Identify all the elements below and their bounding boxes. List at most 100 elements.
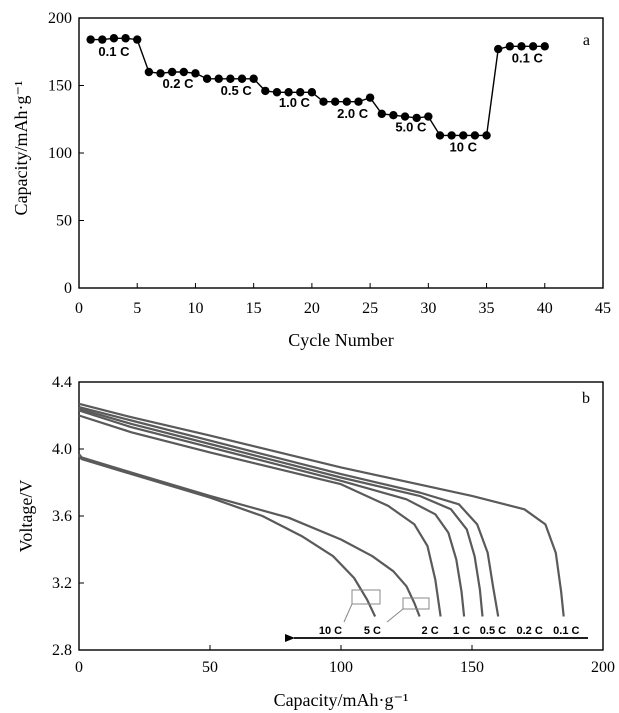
panel-a-rate-label: 2.0 C <box>337 106 369 121</box>
panel-b-y-ticks: 2.8 3.2 3.6 4.0 4.4 <box>52 374 84 659</box>
panel-a-x-tick-label: 30 <box>420 300 436 317</box>
panel-a-x-tick-label: 0 <box>75 300 83 317</box>
panel-a-data-point <box>249 74 258 83</box>
panel-b-curve <box>78 409 466 617</box>
panel-a-data-point <box>528 42 538 51</box>
panel-b-x-tick-label: 200 <box>591 659 615 676</box>
panel-a-data-point <box>354 97 363 106</box>
panel-b-y-tick-label: 3.2 <box>52 575 72 592</box>
panel-b-rate-label: 5 C <box>364 625 381 637</box>
panel-a-data-point <box>494 44 503 54</box>
panel-b-voltage-vs-capacity: 0 50 100 150 200 2.8 3.2 3.6 4.0 4.4 0.1 C 0.2 C 0… <box>16 374 615 710</box>
panel-b-rate-label: 10 C <box>319 625 342 637</box>
panel-a-y-ticks: 0 50 100 150 200 <box>48 10 84 297</box>
panel-b-curve <box>78 414 442 617</box>
panel-a-data-point <box>191 69 200 78</box>
panel-b-x-tick-label: 0 <box>75 659 83 676</box>
panel-a-rate-label: 10 C <box>450 140 478 155</box>
panel-b-curve <box>78 453 421 617</box>
panel-b-x-tick-label: 150 <box>460 659 484 676</box>
panel-a-data-point <box>540 42 549 51</box>
panel-b-curve <box>78 402 565 617</box>
panel-a-x-tick-label: 40 <box>537 300 553 317</box>
panel-a-data-point <box>156 69 165 78</box>
panel-b-y-tick-label: 4.4 <box>52 374 72 391</box>
panel-b-letter: b <box>582 390 590 407</box>
panel-b-y-axis-title: Voltage/V <box>16 480 36 553</box>
panel-a-x-tick-label: 35 <box>479 300 495 317</box>
panel-a-rate-label: 0.2 C <box>162 76 194 91</box>
panel-a-data-point <box>226 74 235 83</box>
panel-a-data-point <box>377 109 386 119</box>
panel-a-data-point <box>505 42 515 51</box>
panel-a-x-axis-title: Cycle Number <box>288 330 393 350</box>
panel-b-x-tick-label: 50 <box>202 659 218 676</box>
panel-a-data-point <box>319 97 328 106</box>
panel-b-rate-label: 0.1 C <box>553 625 579 637</box>
panel-b-x-tick-label: 100 <box>329 659 353 676</box>
panel-b-marker-leader-5c <box>386 608 404 623</box>
panel-b-marker-leader-10c <box>343 603 353 623</box>
panel-a-capacity-vs-cycle: 0 5 10 15 20 25 30 35 40 45 0 50 100 150 200 0.1 C 0.2… <box>11 10 611 350</box>
panel-b-y-tick-label: 4.0 <box>52 441 72 458</box>
panel-a-data-point <box>272 88 282 97</box>
panel-a-y-tick-label: 0 <box>64 280 72 297</box>
panel-a-rate-labels: 0.1 C 0.2 C 0.5 C 1.0 C 2.0 C 5.0 C 10 C 0.1 C <box>98 44 543 155</box>
panel-a-x-tick-label: 45 <box>595 300 611 317</box>
panel-a-x-tick-label: 15 <box>246 300 262 317</box>
panel-a-rate-label: 0.1 C <box>98 44 130 59</box>
panel-a-data-point <box>365 93 375 102</box>
panel-b-marker-box-10c <box>351 589 381 605</box>
panel-a-data-point <box>412 113 421 123</box>
panel-a-letter: a <box>583 32 590 49</box>
panel-a-data-point <box>179 67 188 77</box>
panel-a-data-point <box>98 35 107 44</box>
panel-a-data-point <box>459 131 468 140</box>
panel-a-data-point <box>435 131 445 140</box>
panel-b-marker-box-5c <box>402 597 430 610</box>
panel-a-data-point <box>296 88 305 97</box>
panel-a-y-tick-label: 200 <box>48 10 72 27</box>
panel-b-x-axis-title: Capacity/mAh·g⁻¹ <box>274 690 409 710</box>
panel-b-x-ticks: 0 50 100 150 200 <box>75 645 615 676</box>
panel-a-x-tick-label: 5 <box>133 300 141 317</box>
panel-b-rate-labels: 0.1 C 0.2 C 0.5 C 1 C 2 C 5 C 10 C <box>319 625 580 637</box>
panel-a-data-point <box>330 97 340 106</box>
panel-a-data-point <box>133 35 142 44</box>
panel-a-capacity-line <box>90 37 545 137</box>
panel-a-data-points <box>86 34 549 140</box>
panel-a-data-point <box>121 34 130 43</box>
panel-a-data-point <box>424 112 433 121</box>
panel-a-x-ticks: 0 5 10 15 20 25 30 35 40 45 <box>75 283 611 317</box>
panel-a-data-point <box>109 34 119 43</box>
panel-a-data-point <box>237 74 247 83</box>
panel-a-data-point <box>261 86 270 96</box>
panel-a-rate-label: 0.5 C <box>221 83 253 98</box>
panel-a-data-point <box>470 131 480 140</box>
panel-a-x-tick-label: 10 <box>187 300 203 317</box>
panel-a-data-point <box>342 97 352 106</box>
panel-a-data-point <box>517 42 526 51</box>
panel-a-data-point <box>214 74 223 83</box>
panel-a-y-tick-label: 50 <box>56 213 72 230</box>
panel-b-y-tick-label: 3.6 <box>52 508 72 525</box>
panel-a-x-tick-label: 25 <box>362 300 378 317</box>
panel-a-data-point <box>202 74 212 83</box>
panel-a-data-point <box>284 88 293 97</box>
panel-a-data-point <box>86 35 95 44</box>
panel-b-rate-label: 0.2 C <box>516 625 542 637</box>
panel-a-x-tick-label: 20 <box>304 300 320 317</box>
panel-b-plot-frame <box>78 381 604 651</box>
panel-b-curve <box>78 407 484 617</box>
panel-a-rate-label: 1.0 C <box>279 95 311 110</box>
panel-b-curve <box>78 406 500 617</box>
panel-a-data-point <box>144 67 154 77</box>
panel-b-rate-label: 2 C <box>422 625 439 637</box>
panel-a-data-point <box>307 88 317 97</box>
panel-a-rate-label: 0.1 C <box>512 51 544 66</box>
panel-b-y-tick-label: 2.8 <box>52 642 72 659</box>
panel-a-data-point <box>482 131 491 140</box>
panel-a-data-point <box>447 131 456 140</box>
panel-a-rate-label: 5.0 C <box>395 119 427 134</box>
